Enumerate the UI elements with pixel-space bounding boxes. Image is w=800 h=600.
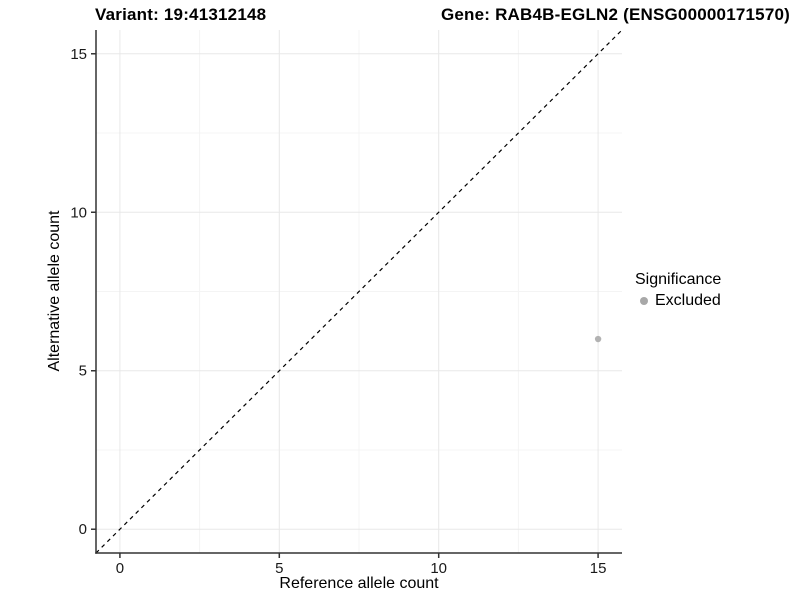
x-tick-label: 15 (590, 560, 607, 577)
legend-key (635, 293, 653, 309)
legend-item-excluded: Excluded (635, 292, 721, 310)
gene-title: Gene: RAB4B-EGLN2 (ENSG00000171570) (440, 5, 790, 24)
legend-title: Significance (635, 271, 722, 288)
x-tick-label: 5 (275, 560, 283, 577)
y-tick-label: 10 (70, 204, 87, 221)
x-tick-label: 10 (430, 560, 447, 577)
legend: Significance Excluded (635, 271, 721, 310)
excluded-point-icon (640, 297, 648, 305)
legend-item-label: Excluded (655, 292, 721, 309)
x-axis-title: Reference allele count (279, 575, 439, 592)
y-tick-label: 15 (70, 46, 87, 63)
data-point (594, 335, 602, 343)
identity-reference-line (95, 29, 623, 554)
title-row: Variant: 19:41312148 Gene: RAB4B-EGLN2 (… (0, 5, 800, 25)
y-tick-label: 5 (79, 363, 87, 380)
x-tick-label: 0 (116, 560, 124, 577)
variant-title: Variant: 19:41312148 (95, 5, 267, 24)
y-axis-title: Alternative allele count (46, 210, 63, 372)
y-tick-label: 0 (79, 521, 87, 538)
